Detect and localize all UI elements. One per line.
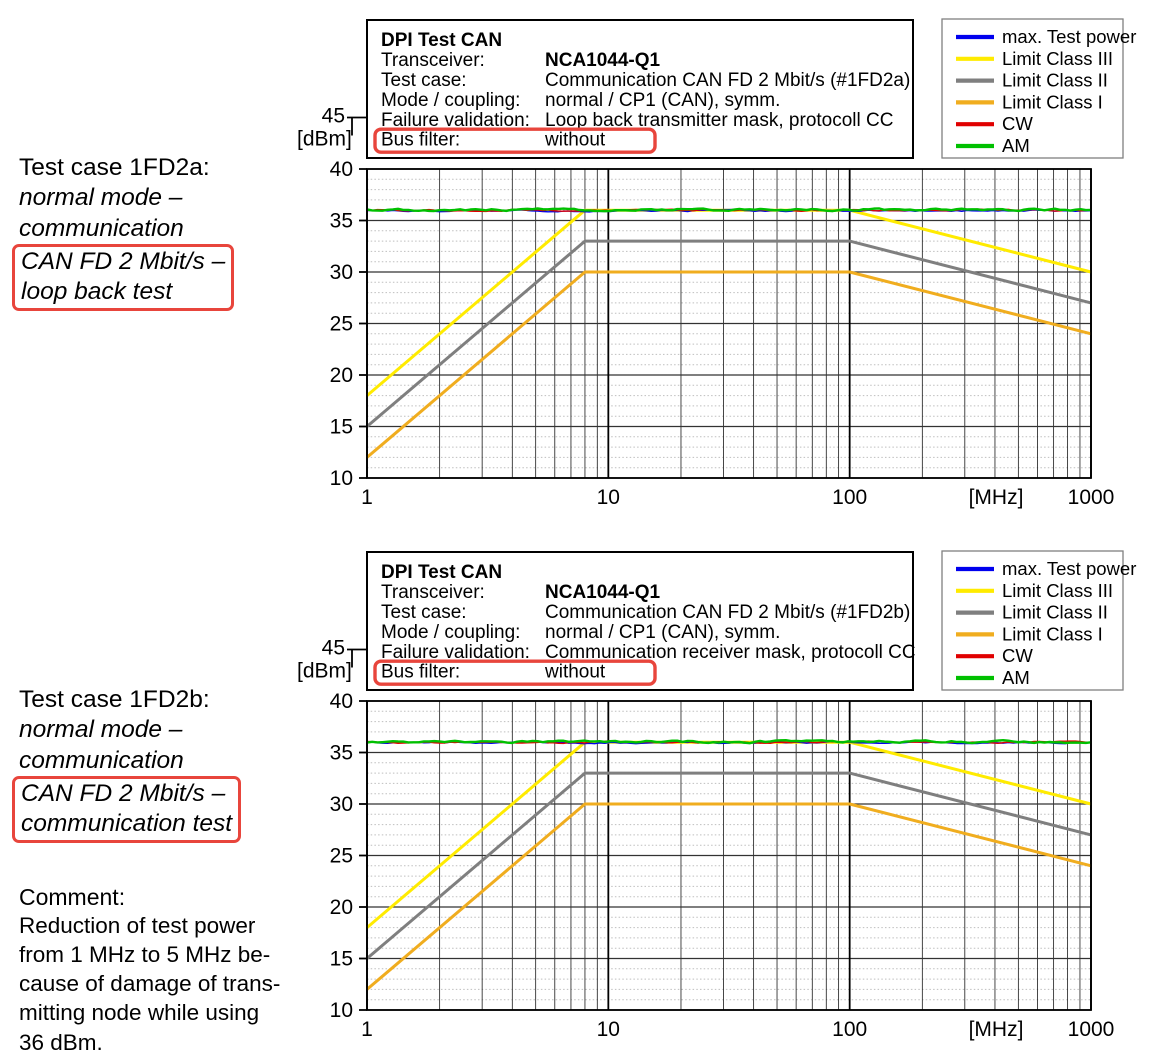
svg-text:without: without [544,662,606,683]
svg-text:Transceiver:: Transceiver: [381,582,485,603]
svg-text:35: 35 [330,742,353,765]
svg-text:NCA1044-Q1: NCA1044-Q1 [545,50,661,71]
svg-text:AM: AM [1002,135,1030,156]
svg-text:Bus filter:: Bus filter: [381,662,460,683]
svg-text:[MHz]: [MHz] [969,486,1024,509]
svg-text:[dBm]: [dBm] [297,128,352,151]
svg-text:25: 25 [330,845,353,868]
svg-text:normal / CP1 (CAN), symm.: normal / CP1 (CAN), symm. [545,90,780,111]
svg-text:1000: 1000 [1068,1018,1115,1041]
svg-text:100: 100 [832,486,867,509]
svg-text:Limit Class III: Limit Class III [1002,48,1113,69]
svg-text:1: 1 [361,486,373,509]
svg-text:1: 1 [361,1018,373,1041]
svg-text:40: 40 [330,690,353,713]
svg-text:40: 40 [330,158,353,181]
svg-text:10: 10 [330,999,353,1022]
svg-text:CW: CW [1002,113,1033,134]
svg-text:10: 10 [330,467,353,490]
svg-text:Limit Class II: Limit Class II [1002,70,1108,91]
svg-text:35: 35 [330,210,353,233]
svg-text:[dBm]: [dBm] [297,660,352,683]
svg-text:30: 30 [330,261,353,284]
svg-text:Mode / coupling:: Mode / coupling: [381,622,520,643]
svg-text:DPI Test CAN: DPI Test CAN [381,562,502,583]
svg-text:Test case:: Test case: [381,602,467,623]
svg-text:AM: AM [1002,667,1030,688]
svg-text:Communication CAN FD 2 Mbit/s: Communication CAN FD 2 Mbit/s (#1FD2b) [545,602,910,623]
svg-text:Limit Class I: Limit Class I [1002,623,1103,644]
svg-text:20: 20 [330,896,353,919]
svg-text:Transceiver:: Transceiver: [381,50,485,71]
svg-text:Communication CAN FD 2 Mbit/s: Communication CAN FD 2 Mbit/s (#1FD2a) [545,70,910,91]
svg-text:NCA1044-Q1: NCA1044-Q1 [545,582,661,603]
svg-text:10: 10 [597,486,620,509]
svg-text:max. Test power: max. Test power [1002,26,1136,47]
svg-text:Bus filter:: Bus filter: [381,130,460,151]
svg-text:Mode / coupling:: Mode / coupling: [381,90,520,111]
svg-text:30: 30 [330,793,353,816]
svg-text:20: 20 [330,364,353,387]
svg-text:100: 100 [832,1018,867,1041]
svg-text:10: 10 [597,1018,620,1041]
svg-text:DPI Test CAN: DPI Test CAN [381,30,502,51]
svg-text:Limit Class III: Limit Class III [1002,580,1113,601]
svg-text:max. Test power: max. Test power [1002,558,1136,579]
svg-text:1000: 1000 [1068,486,1115,509]
svg-text:45: 45 [322,105,345,128]
svg-text:CW: CW [1002,645,1033,666]
svg-text:[MHz]: [MHz] [969,1018,1024,1041]
svg-text:15: 15 [330,416,353,439]
svg-text:without: without [544,130,606,151]
svg-text:Test case:: Test case: [381,70,467,91]
svg-text:15: 15 [330,948,353,971]
svg-text:normal / CP1 (CAN), symm.: normal / CP1 (CAN), symm. [545,622,780,643]
svg-text:25: 25 [330,313,353,336]
svg-text:Limit Class I: Limit Class I [1002,91,1103,112]
svg-text:Limit Class II: Limit Class II [1002,602,1108,623]
svg-text:45: 45 [322,637,345,660]
